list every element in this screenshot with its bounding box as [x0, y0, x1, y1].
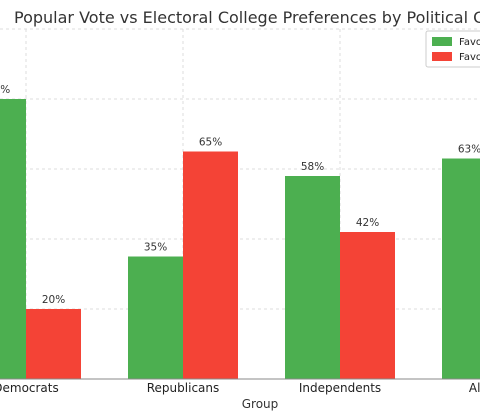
bar-favor-popular-vote-democrats	[0, 99, 26, 379]
data-label-favor-electoral-college-republicans: 65%	[199, 137, 222, 149]
data-label-favor-electoral-college-independents: 42%	[356, 217, 379, 229]
data-label-favor-electoral-college-democrats: 20%	[42, 294, 65, 306]
legend: Favor Popular Vote Favor Electoral Colle…	[425, 30, 480, 68]
bar-favor-electoral-college-republicans	[183, 151, 238, 379]
bar-favor-electoral-college-independents	[340, 232, 395, 379]
bar-favor-popular-vote-independents	[285, 176, 340, 379]
x-axis-label: Group	[242, 397, 279, 411]
data-label-favor-popular-vote-independents: 58%	[301, 161, 324, 173]
bar-favor-popular-vote-republicans	[128, 256, 183, 379]
x-tick-label: Independents	[299, 381, 381, 395]
legend-label-popular-vote: Favor Popular Vote	[459, 37, 480, 48]
bars: 80% 20% Democrats 35% 65% Republicans 58% 42% In…	[0, 84, 480, 395]
legend-swatch-electoral-college	[432, 52, 452, 61]
data-label-favor-popular-vote-all-adults: 63%	[458, 144, 480, 156]
x-tick-label: Republicans	[147, 381, 220, 395]
data-label-favor-popular-vote-republicans: 35%	[144, 242, 167, 254]
data-label-favor-popular-vote-democrats: 80%	[0, 84, 10, 96]
x-tick-label: Democrats	[0, 381, 59, 395]
bar-favor-electoral-college-democrats	[26, 309, 81, 379]
bar-favor-popular-vote-all-adults	[442, 158, 480, 379]
legend-swatch-popular-vote	[432, 37, 452, 46]
chart-title: Popular Vote vs Electoral College Prefer…	[14, 8, 480, 27]
x-tick-label: All Adults	[469, 381, 480, 395]
legend-label-electoral-college: Favor Electoral College	[459, 52, 480, 63]
